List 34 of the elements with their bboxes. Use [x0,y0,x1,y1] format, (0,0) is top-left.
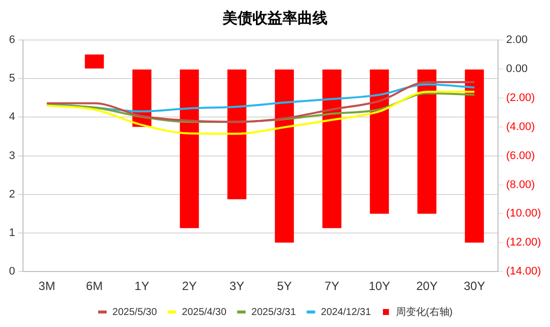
y2-tick-label: (2.00) [506,92,535,104]
legend-label: 周变化(右轴) [396,306,453,318]
line-series [46,90,476,135]
x-tick-label: 7Y [324,279,340,294]
x-tick-label: 5Y [277,279,292,294]
x-tick-label: 1Y [134,279,150,294]
y2-tick-label: (10.00) [506,208,542,220]
x-tick-label: 20Y [416,279,438,294]
y2-tick-label: 2.00 [506,34,528,46]
x-tick-label: 3M [38,279,56,294]
x-tick-label: 2Y [182,279,197,294]
y2-tick-label: 0.00 [506,62,528,75]
y2-tick-label: (12.00) [506,236,542,249]
legend-label: 2024/12/31 [320,306,372,318]
y-tick-label: 3 [8,150,16,162]
x-tick-label: 30Y [464,279,486,294]
y2-tick-label: (14.00) [506,266,542,278]
y-tick-label: 6 [8,34,16,46]
y-tick-label: 2 [8,188,16,200]
y-tick-label: 1 [8,227,16,240]
x-tick-label: 10Y [368,279,390,294]
x-tick-label: 3Y [230,279,244,294]
y2-tick-label: (8.00) [506,178,535,191]
y-tick-label: 0 [8,266,16,278]
y-tick-label: 4 [8,111,16,124]
y2-tick-label: (4.00) [506,120,535,133]
legend-label: 2025/4/30 [182,306,227,318]
y2-tick-label: (6.00) [506,150,535,162]
legend-label: 2025/5/30 [112,306,158,318]
chart-title: 美债收益率曲线 [222,9,328,28]
legend-label: 2025/3/31 [251,306,296,318]
x-tick-label: 6M [86,279,103,294]
y-tick-label: 5 [8,72,16,85]
line-series [46,81,476,123]
